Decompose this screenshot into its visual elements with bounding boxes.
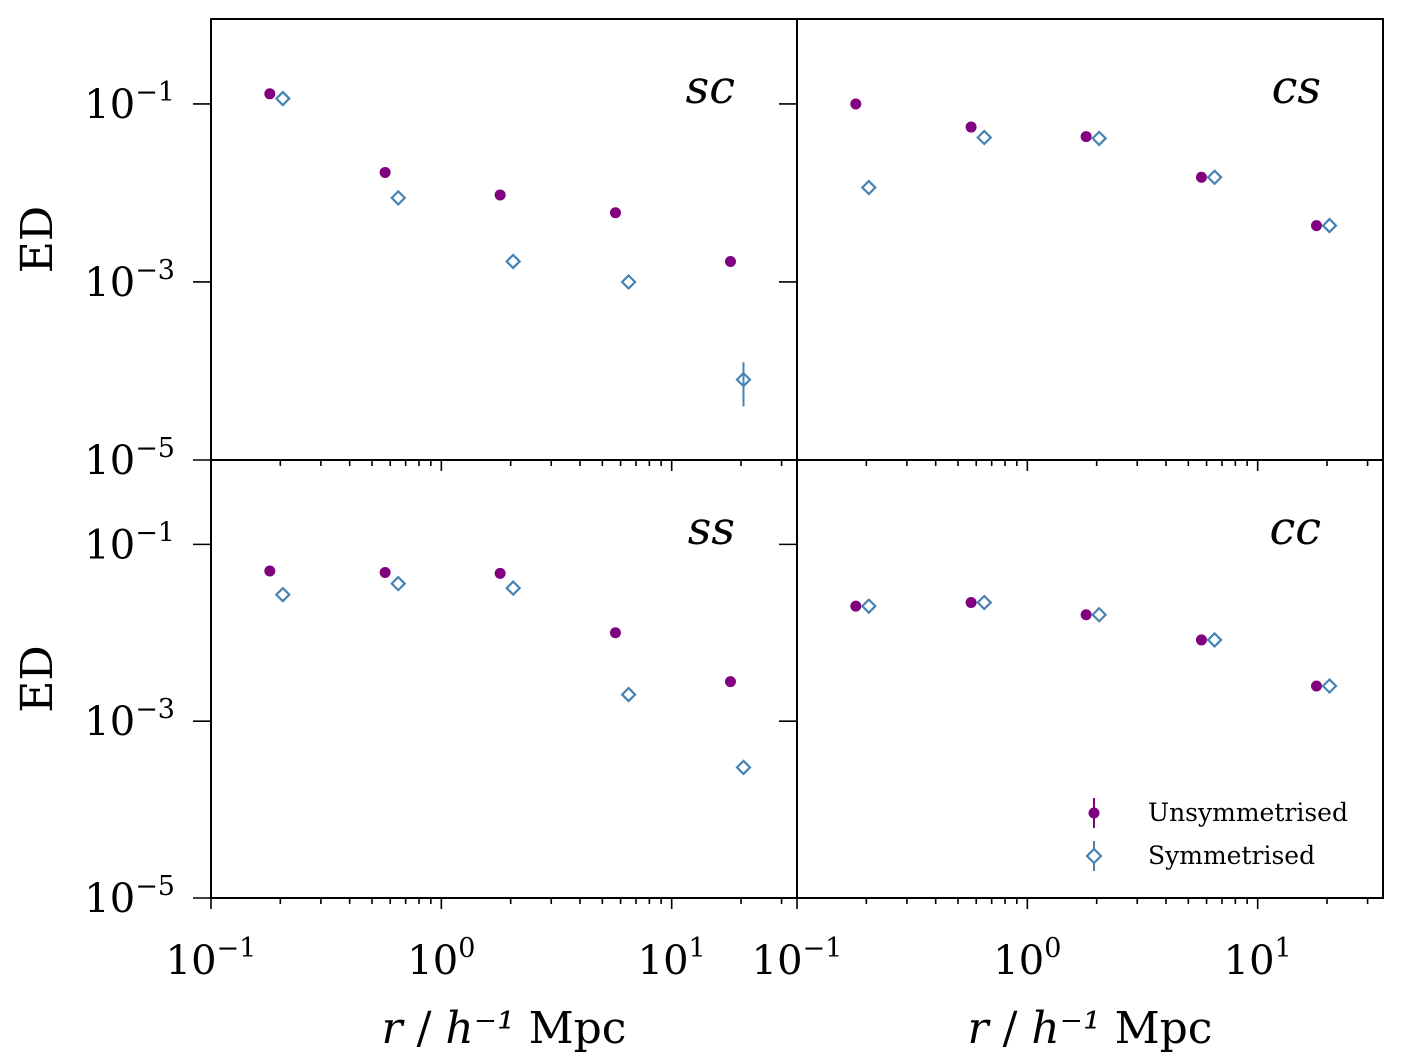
point-unsymmetrised bbox=[379, 166, 391, 178]
panel-sc: sc bbox=[193, 18, 798, 471]
point-symmetrised bbox=[1091, 130, 1108, 147]
point-unsymmetrised bbox=[965, 121, 977, 133]
point-symmetrised bbox=[390, 575, 407, 592]
legend-entry: Symmetrised bbox=[1085, 841, 1315, 871]
legend-label: Unsymmetrised bbox=[1148, 798, 1348, 827]
y-axis-label: ED bbox=[12, 645, 63, 712]
x-tick-label: 101 bbox=[1224, 933, 1292, 984]
legend-entry: Unsymmetrised bbox=[1088, 798, 1348, 828]
x-axis-label: r / h⁻¹ Mpc bbox=[968, 1003, 1213, 1054]
y-axis-label: ED bbox=[12, 206, 63, 273]
x-tick-label: 100 bbox=[407, 933, 475, 984]
panel-cs: cs bbox=[779, 18, 1384, 471]
point-unsymmetrised bbox=[264, 565, 276, 577]
panel-cc: cc bbox=[779, 459, 1384, 909]
series-symmetrised bbox=[274, 90, 752, 407]
point-unsymmetrised bbox=[850, 600, 862, 612]
y-tick-label: 10−3 bbox=[84, 255, 175, 306]
y-tick-label: 10−5 bbox=[84, 433, 175, 484]
series-unsymmetrised bbox=[264, 88, 736, 267]
point-unsymmetrised bbox=[724, 255, 736, 267]
x-axis-label: r / h⁻¹ Mpc bbox=[382, 1003, 627, 1054]
x-tick-label: 10−1 bbox=[752, 933, 843, 984]
series-symmetrised bbox=[274, 575, 752, 776]
point-unsymmetrised bbox=[609, 207, 621, 219]
point-unsymmetrised bbox=[1080, 609, 1092, 621]
legend-label: Symmetrised bbox=[1148, 841, 1315, 870]
point-symmetrised bbox=[620, 686, 637, 703]
point-unsymmetrised bbox=[494, 189, 506, 201]
point-symmetrised bbox=[1206, 631, 1223, 648]
series-unsymmetrised bbox=[850, 596, 1322, 692]
point-unsymmetrised bbox=[1310, 220, 1322, 232]
point-unsymmetrised bbox=[494, 567, 506, 579]
point-unsymmetrised bbox=[724, 676, 736, 688]
x-tick-label: 100 bbox=[993, 933, 1061, 984]
point-symmetrised bbox=[505, 580, 522, 597]
point-symmetrised bbox=[1321, 677, 1338, 695]
y-tick-label: 10−5 bbox=[84, 871, 175, 922]
legend: Unsymmetrised Symmetrised bbox=[1085, 798, 1348, 871]
point-symmetrised bbox=[274, 90, 291, 107]
point-unsymmetrised bbox=[1080, 131, 1092, 143]
point-unsymmetrised bbox=[850, 98, 862, 110]
panel-ss: ss bbox=[193, 459, 798, 909]
panel-label: cs bbox=[1272, 60, 1321, 114]
point-symmetrised bbox=[976, 129, 993, 146]
y-tick-label: 10−1 bbox=[84, 77, 175, 128]
x-tick-label: 101 bbox=[638, 933, 706, 984]
series-symmetrised bbox=[860, 594, 1338, 695]
point-symmetrised bbox=[860, 598, 877, 615]
x-tick-label: 10−1 bbox=[166, 933, 257, 984]
y-tick-label: 10−3 bbox=[84, 694, 175, 745]
legend-box: Unsymmetrised Symmetrised bbox=[1085, 798, 1348, 871]
point-unsymmetrised bbox=[1310, 680, 1322, 692]
point-unsymmetrised bbox=[965, 596, 977, 608]
point-symmetrised bbox=[1321, 217, 1338, 234]
point-symmetrised bbox=[735, 371, 752, 388]
panel-frame bbox=[796, 459, 1384, 899]
point-symmetrised bbox=[1206, 169, 1223, 186]
point-symmetrised bbox=[390, 189, 407, 206]
point-symmetrised bbox=[1091, 606, 1108, 623]
point-symmetrised bbox=[976, 594, 993, 611]
point-unsymmetrised bbox=[1195, 634, 1207, 646]
point-symmetrised bbox=[274, 586, 291, 603]
panels: sc cs ss cc bbox=[193, 18, 1384, 909]
point-unsymmetrised bbox=[1195, 171, 1207, 183]
legend-marker bbox=[1085, 847, 1103, 865]
y-tick-label: 10−1 bbox=[84, 517, 175, 568]
panel-label: ss bbox=[688, 501, 735, 555]
point-symmetrised bbox=[620, 273, 637, 291]
point-unsymmetrised bbox=[609, 627, 621, 639]
point-unsymmetrised bbox=[379, 567, 391, 579]
panel-label: sc bbox=[686, 60, 735, 114]
panel-label: cc bbox=[1269, 501, 1321, 555]
point-unsymmetrised bbox=[264, 88, 276, 100]
legend-marker bbox=[1088, 807, 1100, 819]
series-unsymmetrised bbox=[850, 98, 1322, 232]
point-symmetrised bbox=[860, 179, 877, 196]
series-unsymmetrised bbox=[264, 565, 736, 688]
point-symmetrised bbox=[735, 759, 752, 776]
point-symmetrised bbox=[505, 253, 522, 270]
series-symmetrised bbox=[860, 129, 1338, 234]
